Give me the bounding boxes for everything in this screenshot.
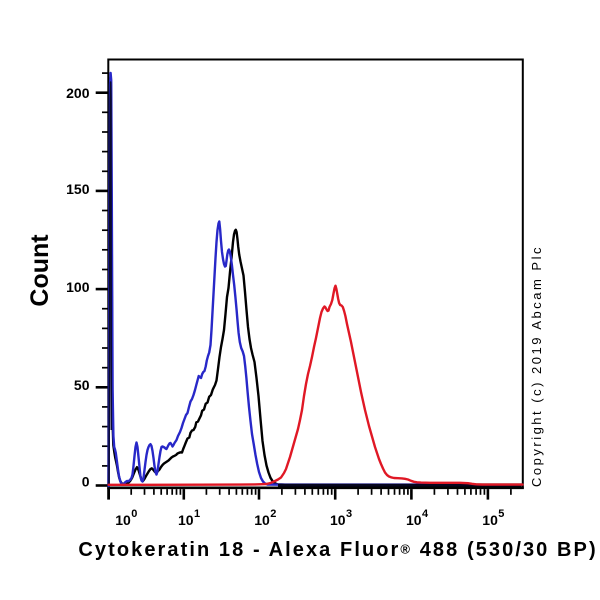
svg-text:5: 5 xyxy=(498,508,504,520)
svg-text:4: 4 xyxy=(422,508,429,520)
svg-text:Copyright (c) 2019 Abcam Plc: Copyright (c) 2019 Abcam Plc xyxy=(529,245,544,487)
svg-text:50: 50 xyxy=(74,377,90,393)
svg-text:Cytokeratin 18 - Alexa Fluor®: Cytokeratin 18 - Alexa Fluor® 488 (530/3… xyxy=(78,539,597,561)
svg-text:10: 10 xyxy=(178,512,194,528)
svg-text:0: 0 xyxy=(131,508,137,520)
svg-text:10: 10 xyxy=(330,512,346,528)
svg-text:150: 150 xyxy=(66,181,90,197)
svg-text:10: 10 xyxy=(254,512,270,528)
svg-text:10: 10 xyxy=(406,512,422,528)
svg-text:10: 10 xyxy=(115,512,131,528)
svg-text:1: 1 xyxy=(194,508,200,520)
svg-text:0: 0 xyxy=(82,474,90,490)
svg-text:Count: Count xyxy=(26,234,54,307)
svg-text:10: 10 xyxy=(482,512,498,528)
svg-text:100: 100 xyxy=(66,279,90,295)
svg-text:2: 2 xyxy=(270,508,276,520)
svg-text:200: 200 xyxy=(66,85,90,101)
svg-text:3: 3 xyxy=(346,508,352,520)
